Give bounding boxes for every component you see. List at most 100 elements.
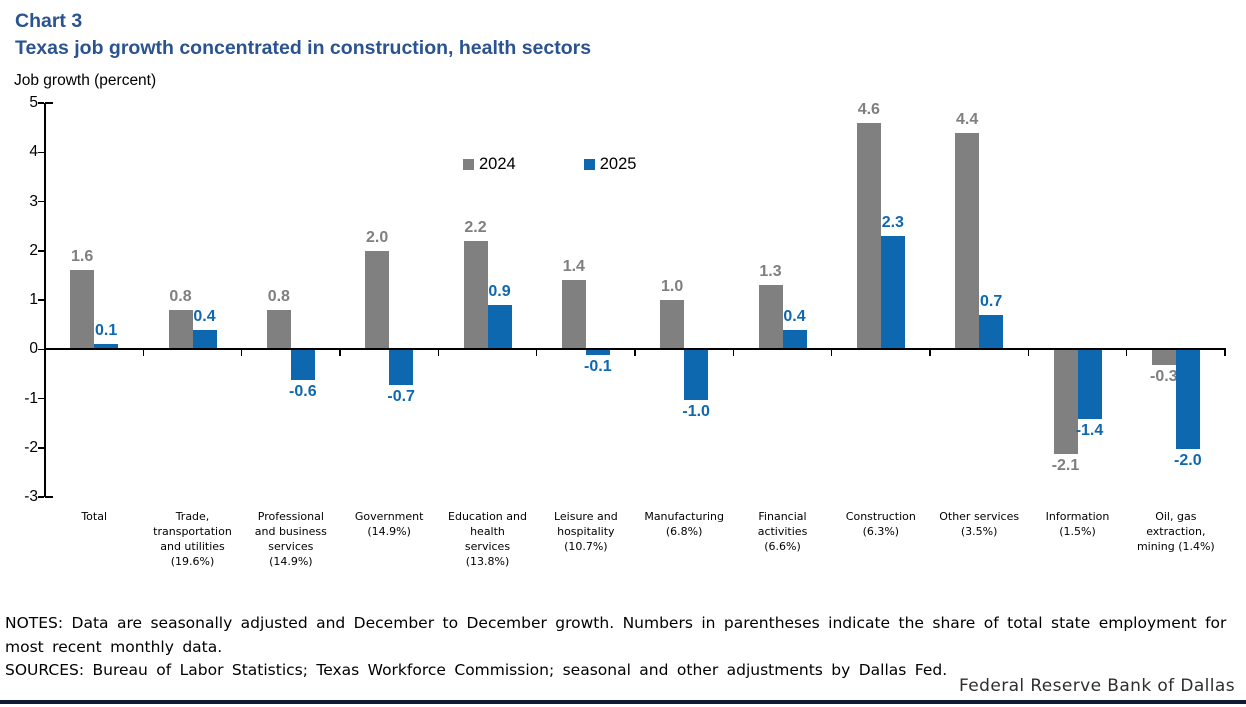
bar-2024 xyxy=(70,270,95,350)
bar-2024 xyxy=(463,240,488,350)
value-label-2024: 0.8 xyxy=(267,287,290,305)
category-label: Leisure and hospitality (10.7%) xyxy=(553,510,618,553)
category-label: Information (1.5%) xyxy=(1045,510,1110,538)
bar-2025 xyxy=(979,314,1004,350)
category-label: Oil, gas extraction, mining (1.4%) xyxy=(1136,510,1215,553)
dallas-fed-wordmark: Federal Reserve Bank of Dallas xyxy=(959,676,1235,696)
value-label-2025: 0.4 xyxy=(783,307,806,325)
x-tick-mark xyxy=(535,349,538,357)
x-tick-mark xyxy=(732,349,735,357)
category-label: Manufacturing (6.8%) xyxy=(644,510,724,538)
legend-label-2024: 2024 xyxy=(479,155,516,173)
value-label-2024: 1.6 xyxy=(71,248,94,266)
y-tick-mark xyxy=(38,447,44,449)
bar-2024 xyxy=(365,250,390,350)
x-axis-labels: Total Trade, transportation and utilities (1… xyxy=(45,509,1225,604)
bar-2025 xyxy=(684,350,709,400)
value-label-2025: -2.0 xyxy=(1174,451,1202,469)
x-tick-mark xyxy=(339,349,341,357)
chart-header: Chart 3 Texas job growth concentrated in… xyxy=(15,8,591,62)
legend-item-2025: 2025 xyxy=(583,155,637,174)
legend-label-2025: 2025 xyxy=(599,155,637,173)
y-axis-title: Job growth (percent) xyxy=(14,72,157,89)
value-label-2025: 0.1 xyxy=(95,322,118,340)
value-label-2024: 2.2 xyxy=(464,218,487,236)
y-axis-line xyxy=(44,103,46,497)
x-tick-mark xyxy=(44,349,46,357)
value-label-2024: 1.3 xyxy=(759,263,782,281)
y-tick-mark xyxy=(38,496,44,498)
bar-2024 xyxy=(1151,350,1176,366)
y-tick-label: -1 xyxy=(24,389,38,407)
bar-2025 xyxy=(192,329,217,350)
legend-item-2024: 2024 xyxy=(463,155,516,174)
bar-2025 xyxy=(1175,350,1200,449)
x-tick-mark xyxy=(240,349,243,357)
y-axis-end-cap xyxy=(45,102,53,104)
bar-2024 xyxy=(955,132,980,350)
x-tick-mark xyxy=(1027,349,1030,357)
chart-title: Texas job growth concentrated in constru… xyxy=(15,37,592,59)
value-label-2025: -1.4 xyxy=(1075,422,1104,440)
x-tick-mark xyxy=(1224,349,1226,357)
y-tick-label: -2 xyxy=(24,438,38,456)
category-label: Other services (3.5%) xyxy=(939,510,1020,538)
category-label: Education and health services (13.8%) xyxy=(448,510,527,568)
y-tick-mark xyxy=(38,397,44,400)
value-label-2024: 0.8 xyxy=(169,287,192,305)
value-label-2024: 4.4 xyxy=(956,110,979,128)
value-label-2025: -0.1 xyxy=(584,358,612,376)
category-label: Construction (6.3%) xyxy=(845,510,916,538)
x-tick-mark xyxy=(929,349,931,357)
value-label-2025: -0.7 xyxy=(387,387,415,405)
bar-2025 xyxy=(290,350,315,380)
bar-2025 xyxy=(389,350,414,385)
bar-2024 xyxy=(856,122,881,350)
y-axis-labels: 5 4 3 2 1 0 -1 -2 -3 xyxy=(0,94,38,505)
notes-line-2: most recent monthly data. xyxy=(5,637,223,656)
value-label-2024: 1.0 xyxy=(661,278,684,295)
bar-2025 xyxy=(585,350,610,356)
y-tick-mark xyxy=(38,102,44,104)
x-tick-mark xyxy=(142,349,145,357)
value-label-2024: 2.0 xyxy=(366,228,389,246)
chart-number: Chart 3 xyxy=(15,10,83,32)
bar-2024 xyxy=(168,309,193,350)
x-tick-mark xyxy=(634,349,636,357)
legend-swatch-2024 xyxy=(463,159,474,170)
y-tick-label: 3 xyxy=(29,192,38,210)
y-tick-mark xyxy=(38,348,44,350)
y-tick-mark xyxy=(38,299,44,301)
bar-2025 xyxy=(487,304,512,350)
y-tick-label: 4 xyxy=(29,143,38,161)
y-tick-label: 0 xyxy=(29,340,38,358)
y-tick-mark xyxy=(38,151,44,153)
bar-2024 xyxy=(266,309,291,350)
value-label-2024: -2.1 xyxy=(1051,456,1080,474)
sources-line: SOURCES: Bureau of Labor Statistics; Tex… xyxy=(5,661,948,679)
bar-2024 xyxy=(660,300,685,350)
x-tick-mark xyxy=(437,349,440,357)
y-tick-label: -3 xyxy=(24,488,38,505)
bar-2024 xyxy=(1053,350,1078,454)
y-axis-end-cap xyxy=(45,496,53,498)
legend-swatch-2025 xyxy=(583,159,595,170)
value-label-2025: 2.3 xyxy=(881,213,904,231)
notes-line-1: NOTES: Data are seasonally adjusted and … xyxy=(5,614,1227,632)
footer-accent-bar xyxy=(0,699,1246,704)
plot-area: 2024 2025 1.6 0.8 0.8 2.0 2.2 1.4 1.0 1.3 4.6 4.4… xyxy=(38,100,1226,498)
x-tick-mark xyxy=(1125,349,1128,357)
value-label-2025: 0.7 xyxy=(980,292,1003,310)
value-label-2025: 0.9 xyxy=(488,282,511,300)
bar-2024 xyxy=(758,285,783,350)
y-tick-mark xyxy=(38,250,44,252)
value-label-2025: 0.4 xyxy=(193,307,216,325)
bar-2025 xyxy=(880,235,905,350)
category-label: Financial activities (6.6%) xyxy=(757,510,808,553)
bar-2025 xyxy=(782,329,807,350)
y-tick-label: 5 xyxy=(29,94,38,111)
value-label-2024: -0.3 xyxy=(1150,368,1178,386)
value-label-2024: 4.6 xyxy=(857,100,880,118)
bar-2025 xyxy=(94,344,119,350)
